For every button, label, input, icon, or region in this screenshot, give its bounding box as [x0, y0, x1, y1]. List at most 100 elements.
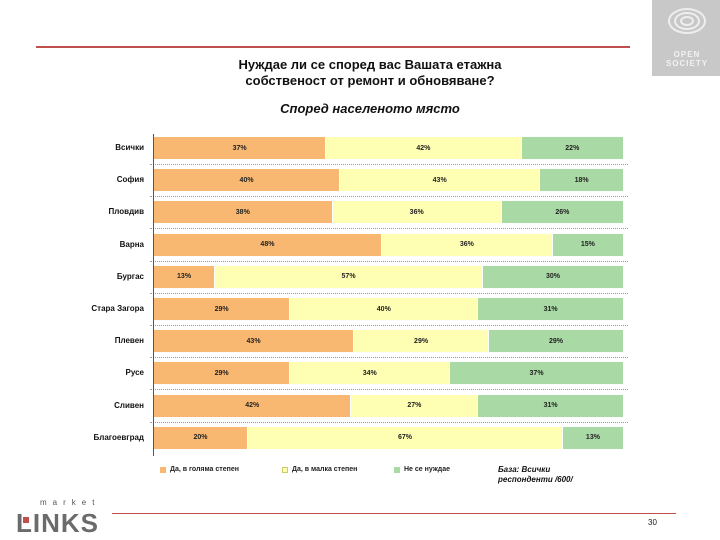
data-label: 34%	[362, 369, 377, 377]
bottom-accent-line	[112, 513, 676, 514]
data-label: 13%	[177, 273, 192, 281]
data-label: 38%	[235, 208, 250, 216]
data-label: 15%	[580, 241, 595, 249]
legend-label-3: Не се нуждае	[404, 466, 451, 473]
bar-segment: 30%	[482, 265, 624, 288]
data-label: 48%	[260, 241, 275, 249]
bar-segment: 67%	[248, 426, 563, 449]
bar-segment: 31%	[478, 298, 624, 320]
data-label: 67%	[397, 434, 412, 442]
data-label: 43%	[432, 176, 447, 184]
bar-segment: 20%	[154, 426, 248, 449]
bar-segment: 43%	[154, 330, 355, 353]
chart-title: Нуждае ли се според вас Вашата етажна со…	[238, 57, 502, 88]
row-separator	[150, 228, 628, 230]
data-label: 20%	[193, 434, 208, 442]
bar-segment: 29%	[489, 330, 624, 353]
category-label: Русе	[125, 368, 144, 378]
data-label: 26%	[555, 208, 570, 216]
category-label: Варна	[119, 239, 144, 249]
bar-row: 37% 42% 22%	[154, 137, 624, 159]
legend-label-1: Да, в голяма степен	[170, 466, 239, 473]
logo-big-text: LINKS	[16, 508, 99, 538]
base-note: База: Всички респонденти /600/	[498, 465, 573, 484]
category-label: Пловдив	[108, 207, 144, 217]
data-label: 13%	[585, 434, 600, 442]
bar-segment: 38%	[154, 201, 333, 224]
bar-segment: 48%	[154, 233, 382, 256]
bar-segment: 13%	[562, 426, 624, 449]
bar-row: 40% 43% 18%	[154, 169, 624, 192]
row-separator	[150, 260, 628, 262]
bar-segment: 26%	[501, 201, 624, 224]
top-accent-line	[36, 46, 630, 48]
bar-segment: 15%	[552, 233, 624, 256]
data-label: 29%	[548, 337, 563, 345]
legend-item-1: Да, в голяма степен	[160, 466, 239, 473]
logo-small-text: market	[40, 498, 101, 507]
bar-row: 42% 27% 31%	[154, 394, 624, 417]
legend-item-3: Не се нуждае	[394, 466, 450, 473]
data-label: 22%	[565, 144, 580, 152]
category-label: Плевен	[114, 336, 144, 346]
logo-red-square	[23, 517, 29, 523]
page-number: 30	[648, 518, 657, 527]
category-label: Бургас	[116, 271, 144, 281]
category-label: София	[116, 175, 144, 185]
legend-swatch-1	[160, 466, 166, 473]
bar-row: 38% 36% 26%	[154, 201, 624, 224]
data-label: 57%	[341, 273, 356, 281]
data-label: 29%	[214, 305, 229, 313]
bar-segment: 37%	[154, 137, 327, 159]
legend-swatch-2	[282, 466, 288, 473]
category-label: Благоевград	[93, 432, 144, 442]
category-label: Стара Загора	[91, 304, 144, 313]
bar-segment: 13%	[154, 265, 216, 288]
data-label: 40%	[239, 176, 254, 184]
legend-item-2: Да, в малка степен	[282, 466, 357, 473]
logo-text-line-2: SOCIETY	[665, 59, 709, 68]
row-separator	[150, 196, 628, 198]
row-separator	[150, 164, 628, 165]
data-label: 31%	[543, 402, 558, 410]
category-label: Всички	[115, 143, 144, 152]
legend-swatch-3	[394, 466, 400, 473]
data-label: 37%	[529, 369, 544, 377]
data-label: 29%	[214, 369, 229, 377]
data-label: 40%	[376, 305, 391, 313]
chart-subtitle: Според населеното място	[280, 101, 460, 116]
data-label: 29%	[414, 337, 429, 345]
bar-segment: 42%	[154, 394, 352, 417]
bar-segment: 36%	[381, 233, 553, 256]
bar-segment: 31%	[478, 394, 624, 417]
legend-label-2: Да, в малка степен	[292, 466, 358, 473]
bar-segment: 40%	[154, 169, 341, 192]
data-label: 27%	[407, 402, 422, 410]
bar-segment: 43%	[340, 169, 541, 192]
open-society-logo: OPEN SOCIETY	[652, 0, 720, 76]
bar-segment: 34%	[290, 362, 451, 385]
data-label: 30%	[545, 273, 560, 281]
logo-text-line-1: OPEN	[673, 50, 701, 59]
bar-row: 13% 57% 30%	[154, 265, 624, 288]
data-label: 42%	[416, 144, 431, 152]
bar-segment: 29%	[354, 330, 490, 353]
bar-segment: 27%	[351, 394, 479, 417]
bar-segment: 22%	[521, 137, 624, 159]
bar-row: 29% 34% 37%	[154, 362, 624, 385]
data-label: 36%	[409, 208, 424, 216]
bar-row: 20% 67% 13%	[154, 426, 624, 449]
data-label: 37%	[232, 144, 247, 152]
row-separator	[150, 357, 628, 359]
bar-segment: 37%	[450, 362, 624, 385]
row-separator	[150, 325, 628, 326]
data-label: 31%	[543, 305, 558, 313]
row-separator	[150, 292, 628, 294]
bar-segment: 40%	[290, 298, 479, 320]
category-label: Сливен	[114, 400, 144, 410]
row-separator	[150, 389, 628, 391]
data-label: 42%	[245, 402, 260, 410]
bar-row: 48% 36% 15%	[154, 233, 624, 256]
data-label: 36%	[459, 241, 474, 249]
bar-segment: 57%	[215, 265, 483, 288]
